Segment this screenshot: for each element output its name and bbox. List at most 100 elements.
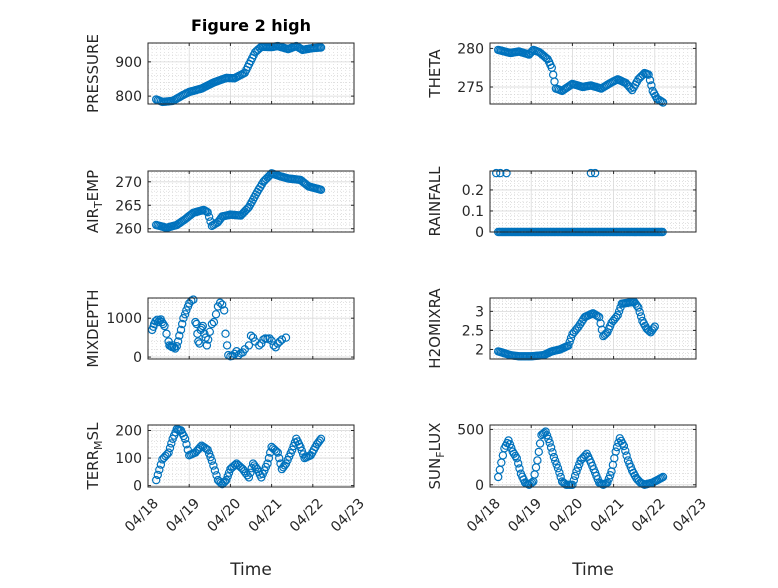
- y-tick-label: 900: [115, 55, 142, 71]
- data-point: [207, 456, 217, 465]
- data-point: [222, 341, 232, 350]
- data-point: [643, 325, 653, 334]
- data-point: [275, 337, 284, 346]
- data-point: [496, 168, 505, 178]
- data-point: [316, 185, 326, 194]
- data-point: [255, 341, 264, 350]
- data-point: [621, 446, 630, 455]
- data-point: [195, 339, 204, 348]
- data-point: [316, 434, 326, 443]
- data-point: [541, 427, 550, 436]
- data-point: [275, 453, 284, 463]
- data-point: [634, 303, 643, 312]
- data-point: [263, 459, 272, 468]
- data-point: [277, 335, 287, 344]
- y-tick-label: 200: [115, 424, 142, 440]
- data-point: [635, 307, 644, 317]
- data-point: [645, 75, 655, 85]
- data-point: [509, 449, 519, 458]
- y-tick-label: 3: [475, 304, 484, 320]
- data-point: [658, 472, 668, 482]
- y-tick-label: 0: [133, 350, 142, 366]
- data-point: [200, 329, 209, 338]
- y-tick-label: 265: [115, 198, 142, 214]
- data-series: [494, 297, 660, 361]
- axes-box: [489, 42, 697, 105]
- data-point: [269, 341, 278, 350]
- y-axis-label: MIXDEPTH: [84, 289, 102, 367]
- data-point: [573, 463, 583, 472]
- data-point: [247, 464, 256, 473]
- y-axis-label: PRESSURE: [84, 34, 102, 113]
- data-point: [613, 311, 622, 320]
- data-series: [494, 45, 668, 107]
- data-point: [244, 473, 254, 482]
- data-point: [512, 454, 522, 463]
- data-point: [538, 429, 548, 439]
- data-point: [212, 218, 221, 228]
- data-point: [209, 461, 218, 470]
- x-axis-label-right: Time: [571, 560, 614, 580]
- data-point: [565, 337, 574, 346]
- data-point: [548, 448, 557, 457]
- data-point: [533, 456, 542, 465]
- data-point: [604, 474, 614, 484]
- data-series: [151, 169, 326, 232]
- data-series: [151, 424, 326, 489]
- data-point: [210, 466, 220, 475]
- data-point: [239, 208, 248, 217]
- data-point: [657, 473, 666, 482]
- data-point: [219, 306, 229, 315]
- data-point: [657, 97, 666, 106]
- figure-title: Figure 2 high: [191, 16, 311, 35]
- data-point: [221, 329, 230, 338]
- y-tick-label: 500: [457, 422, 484, 438]
- data-point: [514, 459, 523, 468]
- subplot-h2omixra: 2 2.5 3 H2OMIXRA: [426, 288, 697, 369]
- data-point: [281, 333, 291, 342]
- axes-box: [489, 170, 697, 233]
- data-point: [201, 333, 210, 342]
- y-tick-label: 260: [115, 222, 142, 238]
- data-point: [542, 431, 552, 440]
- data-point: [179, 314, 188, 323]
- data-point: [217, 300, 227, 309]
- data-point: [164, 448, 173, 457]
- axes-box: [147, 297, 355, 360]
- data-point: [204, 212, 214, 221]
- data-point: [160, 321, 169, 331]
- data-point: [590, 168, 600, 178]
- data-point: [534, 447, 544, 457]
- data-point: [203, 445, 212, 454]
- data-point: [265, 334, 274, 343]
- data-point: [601, 329, 611, 338]
- data-point: [182, 306, 191, 315]
- data-point: [492, 168, 501, 178]
- data-point: [315, 436, 324, 445]
- data-point: [593, 311, 602, 321]
- data-point: [153, 470, 162, 480]
- data-point: [172, 342, 181, 351]
- y-tick-label: 1000: [106, 311, 142, 327]
- axes-box: [489, 424, 697, 488]
- data-point: [611, 447, 620, 456]
- data-point: [246, 468, 255, 477]
- y-axis-label: TERRMSL: [84, 422, 105, 491]
- data-point: [167, 439, 176, 448]
- data-point: [156, 460, 166, 469]
- data-point: [154, 317, 163, 327]
- data-point: [502, 168, 511, 178]
- data-point: [260, 176, 269, 185]
- data-point: [165, 443, 175, 453]
- data-point: [195, 443, 205, 452]
- data-point: [244, 341, 254, 350]
- data-point: [248, 333, 258, 342]
- data-series: [151, 41, 326, 107]
- data-point: [614, 307, 624, 316]
- data-point: [622, 451, 631, 460]
- y-tick-label: 0: [133, 479, 142, 495]
- data-point: [202, 341, 212, 350]
- data-point: [544, 434, 553, 444]
